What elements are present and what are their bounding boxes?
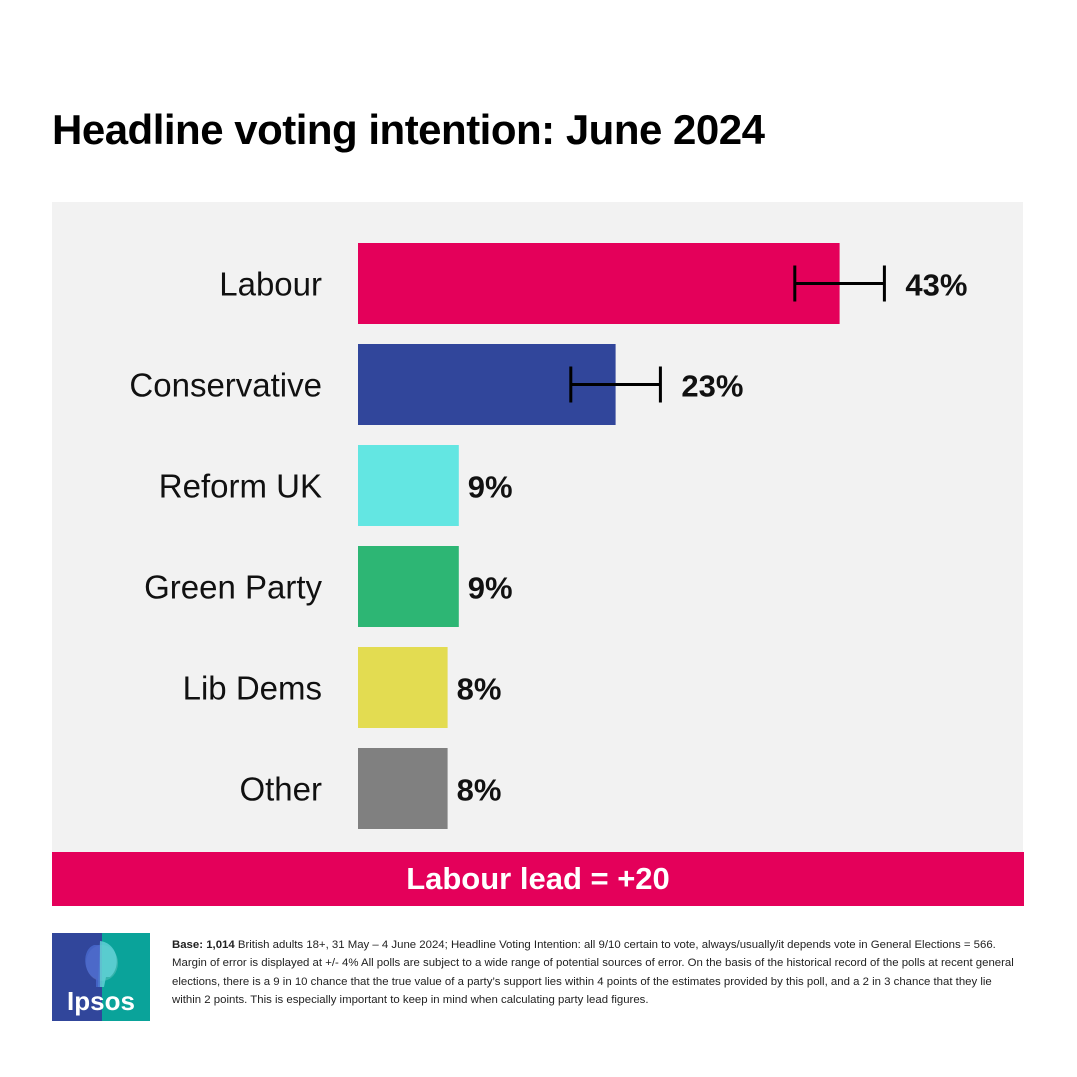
chart-panel: Labour 43% Conservative 23% Reform UK 9% Green…: [52, 202, 1023, 852]
category-label-reform-uk: Reform UK: [159, 468, 322, 505]
value-label-other: 8%: [457, 773, 502, 808]
footnote-base-label: Base: 1,014: [172, 939, 235, 951]
footnote-text: British adults 18+, 31 May – 4 June 2024…: [172, 939, 1014, 1006]
error-bar-labour: [793, 265, 886, 302]
category-label-labour: Labour: [219, 266, 322, 303]
lead-banner-text: Labour lead = +20: [406, 861, 670, 896]
value-label-lib-dems: 8%: [457, 672, 502, 707]
value-label-reform-uk: 9%: [468, 470, 513, 505]
lead-banner: Labour lead = +20: [52, 852, 1024, 906]
bar-other: [358, 748, 448, 829]
value-label-labour: 43%: [905, 268, 967, 303]
error-bar-conservative: [569, 366, 662, 403]
bar-labour: [358, 243, 840, 324]
category-label-other: Other: [239, 771, 322, 808]
ipsos-logo-text: Ipsos: [67, 986, 135, 1016]
bar-reform-uk: [358, 445, 459, 526]
value-label-conservative: 23%: [681, 369, 743, 404]
category-label-conservative: Conservative: [129, 367, 322, 404]
category-label-lib-dems: Lib Dems: [183, 670, 322, 707]
footnote: Base: 1,014 British adults 18+, 31 May –…: [172, 936, 1022, 1009]
bar-lib-dems: [358, 647, 448, 728]
chart-title: Headline voting intention: June 2024: [52, 106, 765, 153]
category-label-green-party: Green Party: [144, 569, 322, 606]
bar-green-party: [358, 546, 459, 627]
bar-chart: Labour 43% Conservative 23% Reform UK 9% Green…: [129, 243, 967, 829]
ipsos-logo: Ipsos: [52, 933, 150, 1021]
value-label-green-party: 9%: [468, 571, 513, 606]
